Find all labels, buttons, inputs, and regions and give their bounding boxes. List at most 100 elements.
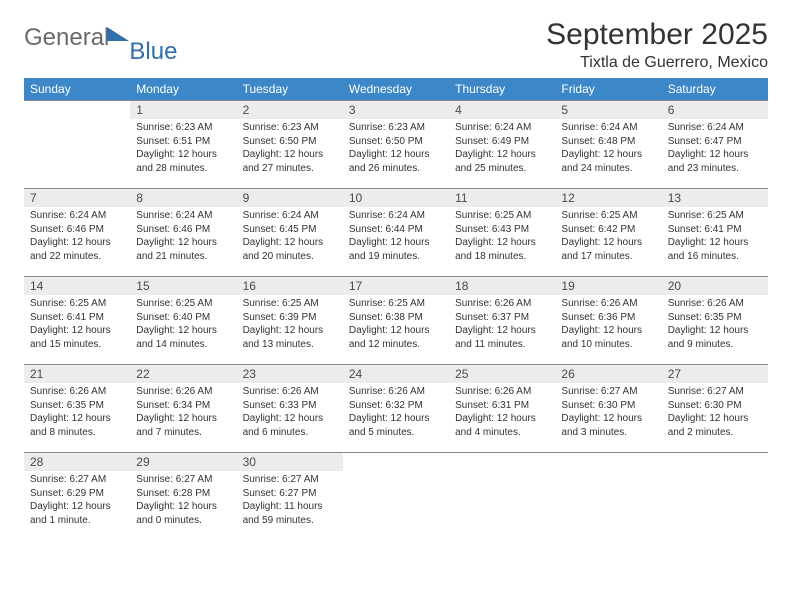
calendar-day-cell: [24, 101, 130, 189]
sunrise-text: Sunrise: 6:24 AM: [668, 121, 762, 135]
calendar-day-cell: 9Sunrise: 6:24 AMSunset: 6:45 PMDaylight…: [237, 189, 343, 277]
triangle-icon: [107, 27, 129, 41]
day-details: Sunrise: 6:24 AMSunset: 6:46 PMDaylight:…: [130, 207, 236, 267]
daylight-text: Daylight: 12 hours and 3 minutes.: [561, 412, 655, 439]
daylight-text: Daylight: 12 hours and 19 minutes.: [349, 236, 443, 263]
brand-text-blue: Blue: [129, 38, 177, 66]
daylight-text: Daylight: 12 hours and 28 minutes.: [136, 148, 230, 175]
sunrise-text: Sunrise: 6:26 AM: [30, 385, 124, 399]
sunrise-text: Sunrise: 6:26 AM: [455, 297, 549, 311]
calendar-day-cell: 23Sunrise: 6:26 AMSunset: 6:33 PMDayligh…: [237, 365, 343, 453]
day-details: Sunrise: 6:27 AMSunset: 6:30 PMDaylight:…: [555, 383, 661, 443]
day-details: Sunrise: 6:25 AMSunset: 6:40 PMDaylight:…: [130, 295, 236, 355]
day-details: Sunrise: 6:24 AMSunset: 6:48 PMDaylight:…: [555, 119, 661, 179]
calendar-day-cell: 5Sunrise: 6:24 AMSunset: 6:48 PMDaylight…: [555, 101, 661, 189]
day-number: 17: [343, 277, 449, 295]
calendar-day-cell: 29Sunrise: 6:27 AMSunset: 6:28 PMDayligh…: [130, 453, 236, 541]
calendar-day-cell: [662, 453, 768, 541]
calendar-day-cell: 1Sunrise: 6:23 AMSunset: 6:51 PMDaylight…: [130, 101, 236, 189]
sunset-text: Sunset: 6:32 PM: [349, 399, 443, 413]
day-details: Sunrise: 6:24 AMSunset: 6:49 PMDaylight:…: [449, 119, 555, 179]
sunrise-text: Sunrise: 6:26 AM: [349, 385, 443, 399]
sunset-text: Sunset: 6:37 PM: [455, 311, 549, 325]
daylight-text: Daylight: 12 hours and 1 minute.: [30, 500, 124, 527]
sunset-text: Sunset: 6:30 PM: [668, 399, 762, 413]
sunset-text: Sunset: 6:50 PM: [349, 135, 443, 149]
calendar-day-cell: 27Sunrise: 6:27 AMSunset: 6:30 PMDayligh…: [662, 365, 768, 453]
sunset-text: Sunset: 6:41 PM: [668, 223, 762, 237]
sunrise-text: Sunrise: 6:26 AM: [136, 385, 230, 399]
daylight-text: Daylight: 12 hours and 23 minutes.: [668, 148, 762, 175]
day-number: 16: [237, 277, 343, 295]
day-number: 28: [24, 453, 130, 471]
calendar-day-cell: 18Sunrise: 6:26 AMSunset: 6:37 PMDayligh…: [449, 277, 555, 365]
calendar-day-cell: [343, 453, 449, 541]
daylight-text: Daylight: 12 hours and 27 minutes.: [243, 148, 337, 175]
calendar-day-cell: 2Sunrise: 6:23 AMSunset: 6:50 PMDaylight…: [237, 101, 343, 189]
calendar-day-cell: 4Sunrise: 6:24 AMSunset: 6:49 PMDaylight…: [449, 101, 555, 189]
daylight-text: Daylight: 12 hours and 12 minutes.: [349, 324, 443, 351]
day-details: Sunrise: 6:25 AMSunset: 6:41 PMDaylight:…: [662, 207, 768, 267]
daylight-text: Daylight: 12 hours and 16 minutes.: [668, 236, 762, 263]
day-details: Sunrise: 6:24 AMSunset: 6:44 PMDaylight:…: [343, 207, 449, 267]
sunset-text: Sunset: 6:46 PM: [30, 223, 124, 237]
day-number: 30: [237, 453, 343, 471]
sunset-text: Sunset: 6:45 PM: [243, 223, 337, 237]
calendar-week-row: 14Sunrise: 6:25 AMSunset: 6:41 PMDayligh…: [24, 277, 768, 365]
sunset-text: Sunset: 6:48 PM: [561, 135, 655, 149]
sunrise-text: Sunrise: 6:27 AM: [668, 385, 762, 399]
calendar-week-row: 7Sunrise: 6:24 AMSunset: 6:46 PMDaylight…: [24, 189, 768, 277]
sunset-text: Sunset: 6:31 PM: [455, 399, 549, 413]
calendar-day-cell: 8Sunrise: 6:24 AMSunset: 6:46 PMDaylight…: [130, 189, 236, 277]
calendar-day-cell: 14Sunrise: 6:25 AMSunset: 6:41 PMDayligh…: [24, 277, 130, 365]
sunset-text: Sunset: 6:46 PM: [136, 223, 230, 237]
day-number: 25: [449, 365, 555, 383]
calendar-day-cell: 20Sunrise: 6:26 AMSunset: 6:35 PMDayligh…: [662, 277, 768, 365]
weekday-header-row: Sunday Monday Tuesday Wednesday Thursday…: [24, 78, 768, 101]
day-number: 22: [130, 365, 236, 383]
day-details: Sunrise: 6:23 AMSunset: 6:51 PMDaylight:…: [130, 119, 236, 179]
calendar-day-cell: 10Sunrise: 6:24 AMSunset: 6:44 PMDayligh…: [343, 189, 449, 277]
daylight-text: Daylight: 12 hours and 18 minutes.: [455, 236, 549, 263]
calendar-week-row: 1Sunrise: 6:23 AMSunset: 6:51 PMDaylight…: [24, 101, 768, 189]
col-tuesday: Tuesday: [237, 78, 343, 101]
day-number: 11: [449, 189, 555, 207]
day-details: Sunrise: 6:25 AMSunset: 6:43 PMDaylight:…: [449, 207, 555, 267]
sunrise-text: Sunrise: 6:24 AM: [349, 209, 443, 223]
daylight-text: Daylight: 12 hours and 6 minutes.: [243, 412, 337, 439]
month-title: September 2025: [546, 18, 768, 52]
sunrise-text: Sunrise: 6:27 AM: [243, 473, 337, 487]
title-block: September 2025 Tixtla de Guerrero, Mexic…: [546, 18, 768, 72]
sunrise-text: Sunrise: 6:26 AM: [243, 385, 337, 399]
day-details: Sunrise: 6:26 AMSunset: 6:33 PMDaylight:…: [237, 383, 343, 443]
calendar-day-cell: 11Sunrise: 6:25 AMSunset: 6:43 PMDayligh…: [449, 189, 555, 277]
daylight-text: Daylight: 12 hours and 24 minutes.: [561, 148, 655, 175]
sunrise-text: Sunrise: 6:26 AM: [455, 385, 549, 399]
calendar-day-cell: [449, 453, 555, 541]
sunset-text: Sunset: 6:40 PM: [136, 311, 230, 325]
sunrise-text: Sunrise: 6:27 AM: [561, 385, 655, 399]
day-number: 27: [662, 365, 768, 383]
sunrise-text: Sunrise: 6:23 AM: [136, 121, 230, 135]
day-details: Sunrise: 6:26 AMSunset: 6:32 PMDaylight:…: [343, 383, 449, 443]
daylight-text: Daylight: 12 hours and 4 minutes.: [455, 412, 549, 439]
sunset-text: Sunset: 6:49 PM: [455, 135, 549, 149]
sunrise-text: Sunrise: 6:26 AM: [561, 297, 655, 311]
sunset-text: Sunset: 6:36 PM: [561, 311, 655, 325]
day-details: Sunrise: 6:23 AMSunset: 6:50 PMDaylight:…: [237, 119, 343, 179]
daylight-text: Daylight: 12 hours and 13 minutes.: [243, 324, 337, 351]
day-details: Sunrise: 6:26 AMSunset: 6:35 PMDaylight:…: [24, 383, 130, 443]
day-details: Sunrise: 6:27 AMSunset: 6:29 PMDaylight:…: [24, 471, 130, 531]
day-details: Sunrise: 6:25 AMSunset: 6:41 PMDaylight:…: [24, 295, 130, 355]
day-details: Sunrise: 6:25 AMSunset: 6:38 PMDaylight:…: [343, 295, 449, 355]
calendar-day-cell: 19Sunrise: 6:26 AMSunset: 6:36 PMDayligh…: [555, 277, 661, 365]
day-number: 5: [555, 101, 661, 119]
calendar-day-cell: [555, 453, 661, 541]
sunset-text: Sunset: 6:42 PM: [561, 223, 655, 237]
daylight-text: Daylight: 12 hours and 7 minutes.: [136, 412, 230, 439]
sunrise-text: Sunrise: 6:27 AM: [136, 473, 230, 487]
day-number: 18: [449, 277, 555, 295]
sunrise-text: Sunrise: 6:25 AM: [668, 209, 762, 223]
daylight-text: Daylight: 12 hours and 25 minutes.: [455, 148, 549, 175]
sunset-text: Sunset: 6:38 PM: [349, 311, 443, 325]
